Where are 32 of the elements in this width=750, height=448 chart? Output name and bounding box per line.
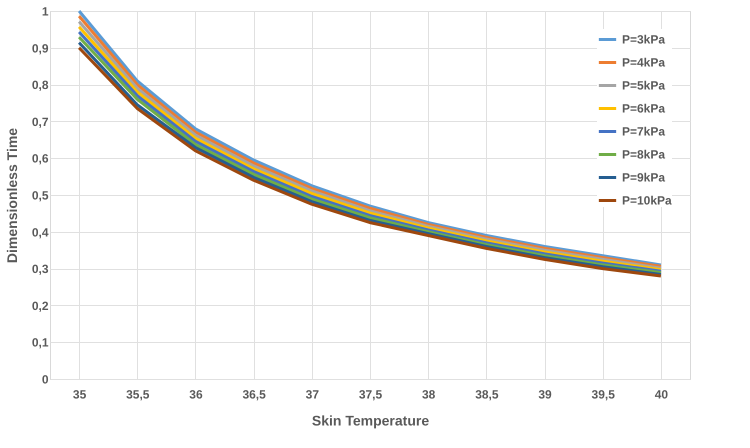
x-tick-label: 37 <box>306 388 320 402</box>
x-tick-label: 35,5 <box>126 388 150 402</box>
y-tick-label: 0 <box>42 372 49 386</box>
y-tick-label: 0,4 <box>32 225 49 240</box>
x-tick-label: 36,5 <box>242 388 266 402</box>
y-tick-label: 0,3 <box>32 262 49 276</box>
x-tick-label: 38 <box>422 388 436 402</box>
legend-label: P=8kPa <box>622 148 666 162</box>
y-tick-label: 0,8 <box>32 78 49 92</box>
y-tick-label: 0,1 <box>32 336 49 350</box>
x-tick-label: 37,5 <box>358 388 382 402</box>
legend-label: P=3kPa <box>622 32 666 46</box>
x-tick-label: 39,5 <box>592 388 616 402</box>
x-tick-label: 38,5 <box>475 388 499 402</box>
y-tick-label: 0,5 <box>32 188 49 202</box>
x-tick-label: 36 <box>189 388 203 402</box>
y-tick-label: 0,9 <box>32 41 49 56</box>
legend-label: P=5kPa <box>622 78 666 92</box>
x-axis-title: Skin Temperature <box>312 412 430 428</box>
x-tick-label: 35 <box>72 388 87 402</box>
legend-label: P=10kPa <box>622 194 672 208</box>
y-tick-label: 0,2 <box>32 298 49 313</box>
y-tick-label: 1 <box>42 4 49 18</box>
y-axis-title: Dimensionless Time <box>4 128 20 264</box>
x-tick-label: 40 <box>654 388 668 402</box>
y-tick-label: 0,6 <box>32 152 49 166</box>
legend-label: P=7kPa <box>622 124 666 138</box>
legend-label: P=9kPa <box>622 170 666 184</box>
legend-label: P=4kPa <box>622 56 666 70</box>
x-tick-label: 39 <box>538 388 552 402</box>
y-tick-label: 0,7 <box>32 114 49 129</box>
legend-label: P=6kPa <box>622 102 666 116</box>
